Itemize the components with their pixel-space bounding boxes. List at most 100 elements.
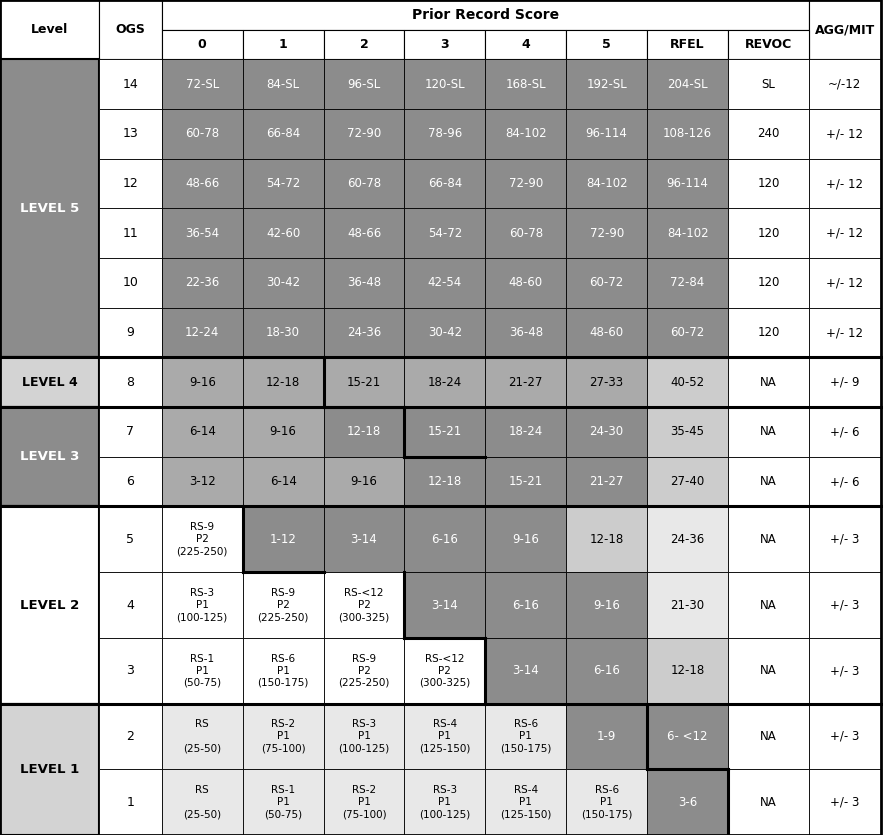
Bar [809, 769, 881, 835]
Text: +/- 3: +/- 3 [830, 664, 859, 677]
Bar [243, 109, 323, 159]
Text: RS-9
P2
(225-250): RS-9 P2 (225-250) [338, 654, 389, 688]
Bar [566, 308, 647, 357]
Bar [647, 407, 728, 457]
Bar [728, 30, 809, 59]
Text: 60-72: 60-72 [670, 326, 705, 339]
Bar [404, 704, 486, 769]
Bar [404, 457, 486, 507]
Bar [243, 572, 323, 638]
Bar [323, 638, 404, 704]
Bar [566, 457, 647, 507]
Bar [647, 507, 728, 572]
Text: 24-30: 24-30 [590, 425, 623, 438]
Bar [486, 30, 566, 59]
Text: 3-14: 3-14 [351, 533, 377, 546]
Text: +/- 12: +/- 12 [826, 276, 864, 290]
Bar [728, 59, 809, 109]
Bar [243, 507, 323, 572]
Text: 108-126: 108-126 [663, 127, 712, 140]
Bar [647, 638, 728, 704]
Bar [404, 572, 486, 638]
Text: 3-14: 3-14 [512, 664, 540, 677]
Text: +/- 12: +/- 12 [826, 326, 864, 339]
Text: LEVEL 1: LEVEL 1 [19, 763, 79, 776]
Bar [243, 638, 323, 704]
Text: 21-27: 21-27 [590, 475, 624, 488]
Text: 240: 240 [758, 127, 780, 140]
Bar [566, 30, 647, 59]
Bar [99, 59, 162, 109]
Text: +/- 3: +/- 3 [830, 796, 859, 808]
Bar [323, 109, 404, 159]
Bar [647, 209, 728, 258]
Text: +/- 3: +/- 3 [830, 533, 859, 546]
Bar [162, 704, 243, 769]
Bar [243, 357, 323, 407]
Text: RS-1
P1
(50-75): RS-1 P1 (50-75) [183, 654, 222, 688]
Bar [728, 769, 809, 835]
Bar [323, 357, 404, 407]
Bar [809, 507, 881, 572]
Bar [566, 572, 647, 638]
Text: 24-36: 24-36 [670, 533, 705, 546]
Text: 12-18: 12-18 [590, 533, 623, 546]
Text: RS

(25-50): RS (25-50) [183, 720, 222, 753]
Text: 84-SL: 84-SL [267, 78, 299, 91]
Text: 30-42: 30-42 [428, 326, 462, 339]
Text: NA: NA [760, 425, 777, 438]
Text: +/- 3: +/- 3 [830, 730, 859, 743]
Bar [809, 109, 881, 159]
Bar [566, 109, 647, 159]
Bar [809, 209, 881, 258]
Bar [99, 769, 162, 835]
Bar [486, 308, 566, 357]
Text: 42-60: 42-60 [266, 226, 300, 240]
Bar [647, 258, 728, 308]
Bar [323, 159, 404, 209]
Bar [809, 407, 881, 457]
Bar [728, 507, 809, 572]
Bar [647, 308, 728, 357]
Bar [404, 638, 486, 704]
Bar [243, 407, 323, 457]
Text: RS-6
P1
(150-175): RS-6 P1 (150-175) [581, 785, 632, 819]
Bar [99, 407, 162, 457]
Bar [162, 357, 243, 407]
Text: 60-72: 60-72 [590, 276, 623, 290]
Bar [162, 209, 243, 258]
Bar [323, 258, 404, 308]
Bar [809, 308, 881, 357]
Text: 6-16: 6-16 [593, 664, 620, 677]
Bar [404, 407, 486, 457]
Bar [404, 159, 486, 209]
Text: RS-9
P2
(225-250): RS-9 P2 (225-250) [177, 523, 228, 556]
Bar [566, 507, 647, 572]
Text: Prior Record Score: Prior Record Score [411, 8, 559, 23]
Bar [728, 572, 809, 638]
Bar [809, 572, 881, 638]
Bar [809, 638, 881, 704]
Text: 42-54: 42-54 [427, 276, 462, 290]
Text: 21-30: 21-30 [670, 599, 705, 611]
Text: 9-16: 9-16 [189, 376, 215, 389]
Bar [162, 507, 243, 572]
Text: 9-16: 9-16 [593, 599, 620, 611]
Text: 60-78: 60-78 [509, 226, 543, 240]
Text: 48-66: 48-66 [185, 177, 219, 190]
Bar [566, 357, 647, 407]
Text: 72-84: 72-84 [670, 276, 705, 290]
Bar [404, 30, 486, 59]
Bar [647, 159, 728, 209]
Text: OGS: OGS [116, 23, 146, 36]
Bar [162, 30, 243, 59]
Text: +/- 9: +/- 9 [830, 376, 860, 389]
Text: 48-60: 48-60 [509, 276, 543, 290]
Text: 3-6: 3-6 [678, 796, 698, 808]
Bar [404, 357, 486, 407]
Text: 6: 6 [126, 475, 134, 488]
Bar [99, 308, 162, 357]
Bar [162, 308, 243, 357]
Text: RS-3
P1
(100-125): RS-3 P1 (100-125) [338, 720, 389, 753]
Text: 84-102: 84-102 [505, 127, 547, 140]
